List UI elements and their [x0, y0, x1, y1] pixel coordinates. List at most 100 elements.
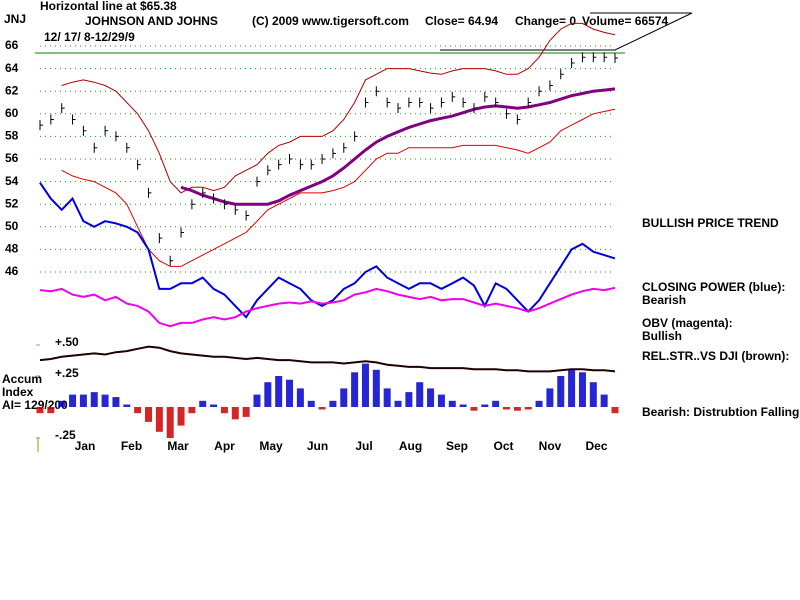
accum-bar: [459, 404, 467, 407]
accum-bar: [220, 407, 228, 414]
accum-bar: [123, 404, 131, 407]
accum-bar: [503, 407, 511, 410]
x-tick-label: Aug: [399, 439, 422, 453]
price-bar: [484, 91, 488, 102]
accum-bar: [448, 400, 456, 407]
accum-bar: [166, 407, 174, 438]
price-bar: [332, 148, 336, 159]
price-bar: [104, 125, 109, 136]
price-bar: [560, 69, 564, 80]
price-bar: [289, 154, 293, 164]
price-bar: [321, 154, 326, 164]
price-bar: [256, 176, 260, 187]
series-line: [39, 345, 616, 373]
price-bar: [571, 57, 575, 68]
accum-label: Index: [2, 385, 34, 399]
accum-bar: [275, 376, 283, 407]
y-tick-label: 66: [5, 38, 19, 52]
x-tick-label: Dec: [585, 439, 607, 453]
price-bar: [354, 131, 358, 142]
accum-bar: [90, 392, 98, 407]
accum-bar: [383, 388, 391, 407]
accum-bar: [264, 382, 272, 407]
accum-bar: [177, 407, 185, 426]
accum-bar: [437, 394, 445, 407]
price-bar: [39, 120, 43, 131]
price-bar: [516, 114, 521, 125]
price-bar: [462, 97, 467, 108]
price-bar: [375, 86, 380, 97]
price-bar: [169, 255, 174, 266]
annotation: OBV (magenta):: [642, 316, 733, 330]
accum-bar: [188, 407, 196, 414]
x-tick-label: Apr: [214, 439, 235, 453]
accum-bar: [231, 407, 239, 420]
accum-bar: [416, 382, 424, 407]
accum-bar: [253, 394, 261, 407]
y-tick-label: 54: [5, 174, 19, 188]
accum-label: AI= 129/200: [2, 398, 68, 412]
chart-title: JOHNSON AND JOHNS: [85, 14, 218, 28]
x-tick-label: Nov: [539, 439, 562, 453]
price-bar: [343, 142, 347, 153]
price-bar: [397, 103, 402, 114]
price-bar: [234, 204, 239, 215]
annotation: REL.STR..VS DJI (brown):: [642, 349, 789, 363]
series-line: [39, 286, 616, 328]
accum-bar: [492, 400, 500, 407]
price-bar: [223, 199, 228, 210]
price-bar: [408, 97, 412, 108]
y-tick-label: 48: [5, 242, 19, 256]
price-bar: [115, 131, 119, 142]
accum-bar: [144, 407, 152, 422]
accum-bar: [210, 404, 218, 407]
copyright: (C) 2009 www.tigersoft.com: [252, 14, 409, 28]
price-bar: [419, 97, 423, 108]
price-bar: [267, 165, 271, 176]
price-bar: [158, 233, 163, 244]
annotation: Bearish: [642, 293, 686, 307]
accum-bar: [329, 400, 337, 407]
price-bar: [180, 227, 185, 238]
x-tick-label: Jul: [355, 439, 372, 453]
x-tick-label: Feb: [121, 439, 142, 453]
accum-bar: [199, 400, 207, 407]
price-bar: [364, 97, 369, 108]
accum-tick-label: +.50: [55, 335, 79, 349]
accum-bar: [58, 400, 66, 407]
y-tick-label: 64: [5, 61, 19, 75]
accum-tick-label: -.25: [55, 428, 76, 442]
accum-bar: [546, 388, 554, 407]
accum-bar: [394, 400, 402, 407]
accum-bar: [101, 394, 109, 407]
accum-bar: [535, 400, 543, 407]
price-bar: [603, 52, 608, 63]
price-bar: [72, 114, 76, 125]
price-bar: [278, 159, 282, 170]
accum-bar: [286, 379, 294, 407]
y-tick-label: 46: [5, 264, 19, 278]
accum-bar: [578, 372, 586, 407]
annotation: Bullish: [642, 329, 682, 343]
price-bar: [299, 159, 304, 170]
x-tick-label: Sep: [446, 439, 468, 453]
price-bar: [592, 52, 597, 63]
accum-bar: [318, 407, 326, 410]
series-line: [61, 22, 616, 194]
price-bar: [245, 210, 250, 221]
accum-bar: [600, 394, 608, 407]
y-tick-label: 50: [5, 219, 19, 233]
y-tick-label: 62: [5, 83, 19, 97]
price-bar: [527, 97, 532, 108]
date-range: 12/ 17/ 8-12/29/9: [44, 30, 135, 44]
y-tick-label: 56: [5, 151, 19, 165]
price-bar: [191, 199, 195, 210]
accum-bar: [589, 382, 597, 407]
close: Close= 64.94: [425, 14, 498, 28]
series-line: [61, 108, 616, 267]
accum-bar: [69, 394, 77, 407]
x-tick-label: May: [259, 439, 283, 453]
accum-bar: [470, 407, 478, 411]
series-line: [180, 87, 616, 206]
volume: Volume= 66574: [582, 14, 668, 28]
